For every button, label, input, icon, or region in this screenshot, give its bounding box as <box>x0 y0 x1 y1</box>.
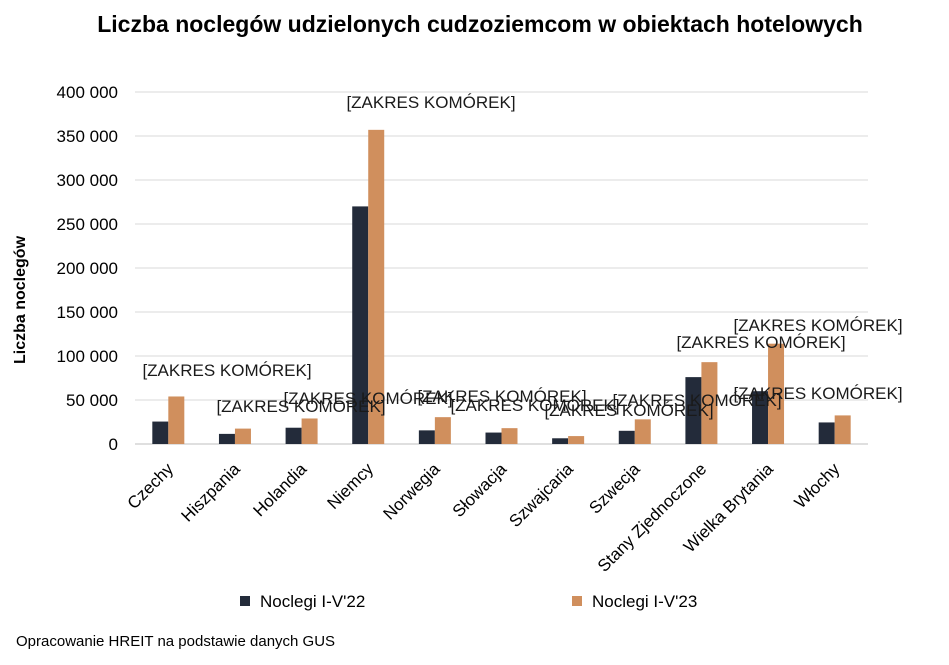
bar-2022 <box>352 206 369 444</box>
y-tick-label: 350 000 <box>57 127 118 146</box>
bar-2023 <box>301 418 318 444</box>
bar-2023 <box>568 436 585 444</box>
bar-2023 <box>701 362 718 444</box>
data-label: [ZAKRES KOMÓREK] <box>216 397 385 416</box>
bar-2022 <box>552 438 569 444</box>
x-tick-label: Włochy <box>791 459 844 512</box>
bar-2022 <box>285 427 302 444</box>
bar-2023 <box>501 428 518 444</box>
bar-2023 <box>368 129 385 444</box>
data-label: [ZAKRES KOMÓREK] <box>142 361 311 380</box>
bar-2022 <box>752 391 769 444</box>
data-label: [ZAKRES KOMÓREK] <box>450 396 619 415</box>
y-tick-label: 300 000 <box>57 171 118 190</box>
data-label: [ZAKRES KOMÓREK] <box>612 391 781 410</box>
bar-2023 <box>834 415 851 444</box>
chart-title: Liczba noclegów udzielonych cudzoziemcom… <box>97 11 863 37</box>
bar-2022 <box>485 432 502 444</box>
x-tick-label: Norwegia <box>379 459 444 524</box>
bar-2023 <box>234 428 251 444</box>
bar-2023 <box>168 396 185 444</box>
legend-label: Noclegi I-V'22 <box>260 592 365 611</box>
bar-2023 <box>768 343 785 444</box>
y-tick-label: 250 000 <box>57 215 118 234</box>
y-tick-label: 200 000 <box>57 259 118 278</box>
y-tick-label: 100 000 <box>57 347 118 366</box>
y-tick-label: 150 000 <box>57 303 118 322</box>
x-tick-label: Niemcy <box>324 459 378 513</box>
x-tick-label: Słowacja <box>449 459 511 521</box>
legend-label: Noclegi I-V'23 <box>592 592 697 611</box>
data-label: [ZAKRES KOMÓREK] <box>283 389 452 408</box>
bar-chart: 0 50 000 100 000 150 000 200 000 250 000 300 0… <box>12 83 903 611</box>
x-tick-label: Hiszpania <box>178 459 245 526</box>
bar-2022 <box>218 433 235 444</box>
y-tick-label: 400 000 <box>57 83 118 102</box>
data-label: [ZAKRES KOMÓREK] <box>544 401 713 420</box>
legend-swatch <box>572 596 582 606</box>
data-label: [ZAKRES KOMÓREK] <box>733 384 902 403</box>
data-label: [ZAKRES KOMÓREK] <box>346 93 515 112</box>
data-label: [ZAKRES KOMÓREK] <box>733 316 902 335</box>
data-label: [ZAKRES KOMÓREK] <box>417 387 586 406</box>
x-tick-label: Szwajcaria <box>505 459 577 531</box>
bar-2023 <box>434 417 451 444</box>
source-note: Opracowanie HREIT na podstawie danych GU… <box>16 633 336 650</box>
bar-2022 <box>618 430 635 444</box>
legend-swatch <box>240 596 250 606</box>
y-tick-label: 50 000 <box>66 391 118 410</box>
bar-2022 <box>152 421 169 444</box>
data-label: [ZAKRES KOMÓREK] <box>676 333 845 352</box>
bar-2022 <box>685 377 702 444</box>
bar-2022 <box>818 422 835 444</box>
y-tick-label: 0 <box>109 435 118 454</box>
x-tick-label: Holandia <box>250 459 311 520</box>
x-tick-label: Czechy <box>124 459 178 513</box>
bar-2022 <box>418 430 435 444</box>
y-axis-label: Liczba noclegów <box>12 235 29 364</box>
bar-2023 <box>634 419 651 444</box>
x-tick-label: Szwecja <box>585 459 644 518</box>
